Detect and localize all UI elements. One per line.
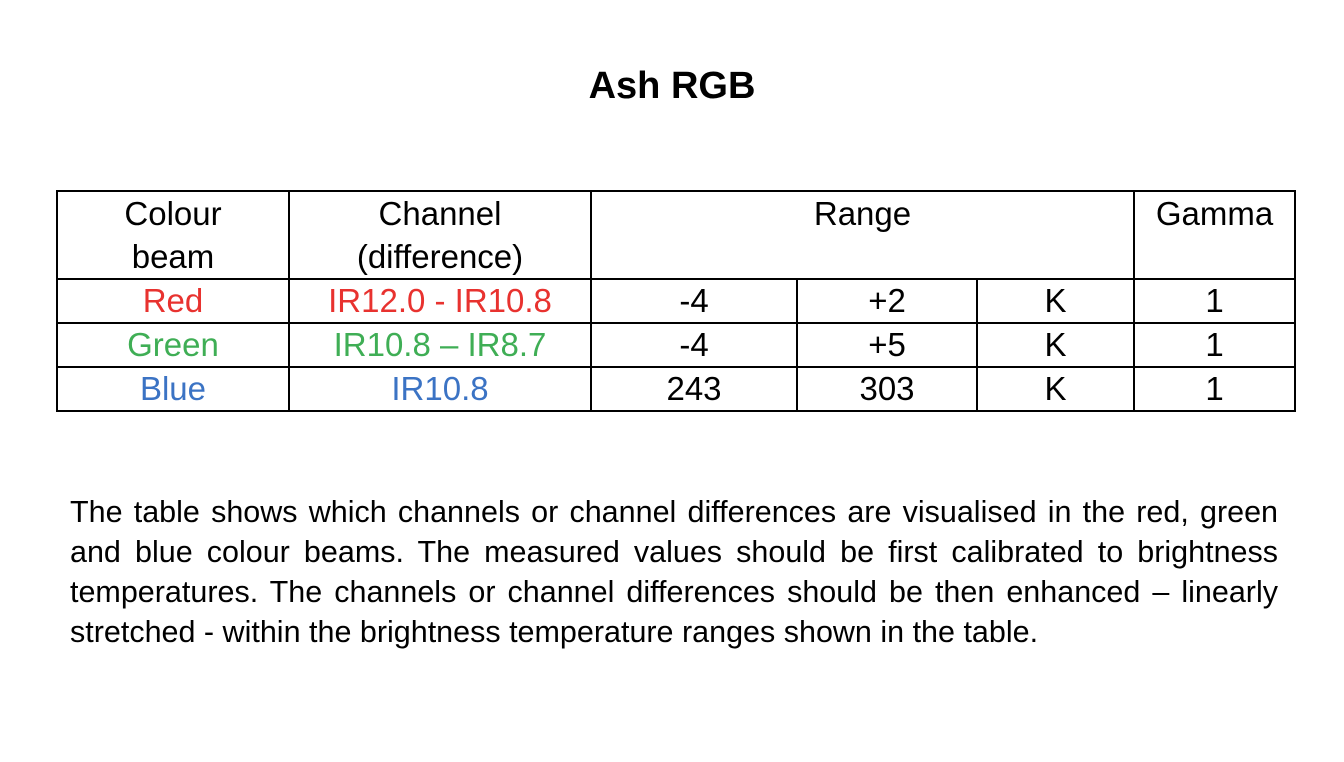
row-range-min: 243 <box>590 366 798 412</box>
header-colour-beam: Colour beam <box>56 190 290 280</box>
row-channel: IR12.0 - IR10.8 <box>288 278 592 324</box>
row-range-unit: K <box>975 322 1136 368</box>
row-range-max: +2 <box>796 278 978 324</box>
row-gamma: 1 <box>1133 366 1297 412</box>
header-colour-beam-line1: Colour <box>124 195 222 232</box>
row-range-min: -4 <box>590 322 798 368</box>
ash-rgb-table: Colour beam Channel (difference) Range G… <box>56 190 1297 412</box>
row-channel: IR10.8 <box>288 366 592 412</box>
table-row: Green IR10.8 – IR8.7 -4 +5 K 1 <box>56 322 1297 368</box>
row-channel: IR10.8 – IR8.7 <box>288 322 592 368</box>
page-title: Ash RGB <box>588 65 756 107</box>
table-header-row: Colour beam Channel (difference) Range G… <box>56 190 1297 280</box>
row-beam: Red <box>56 278 290 324</box>
table-row: Red IR12.0 - IR10.8 -4 +2 K 1 <box>56 278 1297 324</box>
table-row: Blue IR10.8 243 303 K 1 <box>56 366 1297 412</box>
row-range-unit: K <box>975 278 1136 324</box>
row-range-max: 303 <box>796 366 978 412</box>
description-paragraph: The table shows which channels or channe… <box>70 495 1278 649</box>
row-beam: Blue <box>56 366 290 412</box>
header-channel: Channel (difference) <box>288 190 592 280</box>
row-range-min: -4 <box>590 278 798 324</box>
header-gamma: Gamma <box>1133 190 1297 280</box>
row-gamma: 1 <box>1133 322 1297 368</box>
header-range: Range <box>589 190 1136 280</box>
header-colour-beam-line2: beam <box>131 238 215 275</box>
row-range-unit: K <box>975 366 1136 412</box>
header-channel-line2: (difference) <box>356 238 524 275</box>
row-beam: Green <box>56 322 290 368</box>
row-gamma: 1 <box>1133 278 1297 324</box>
header-channel-line1: Channel <box>378 195 502 232</box>
row-range-max: +5 <box>796 322 978 368</box>
